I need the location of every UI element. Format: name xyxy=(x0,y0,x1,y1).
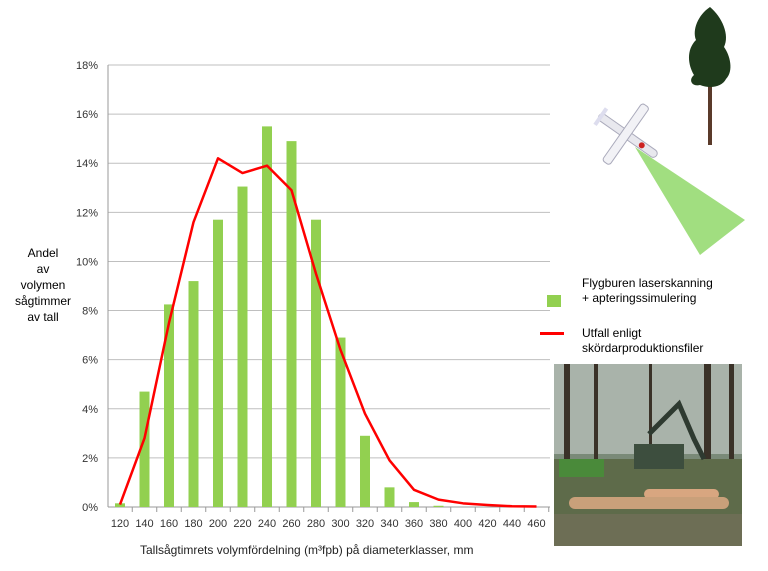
x-tick-label: 360 xyxy=(405,518,423,530)
x-tick-label: 380 xyxy=(429,518,447,530)
bar xyxy=(409,502,419,507)
legend-bar-swatch xyxy=(547,295,561,307)
bar xyxy=(115,503,125,507)
legend-line-swatch xyxy=(540,332,564,335)
harvester-photo xyxy=(554,364,742,546)
x-tick-label: 240 xyxy=(258,518,276,530)
x-tick-label: 200 xyxy=(209,518,227,530)
x-tick-label: 320 xyxy=(356,518,374,530)
bar xyxy=(262,126,272,507)
x-tick-label: 220 xyxy=(233,518,251,530)
y-label-line: sågtimmer xyxy=(14,294,71,308)
bar xyxy=(213,219,223,507)
x-tick-label: 300 xyxy=(331,518,349,530)
legend-line-label: Utfall enligt skördarproduktionsfiler xyxy=(582,326,703,356)
x-tick-label: 120 xyxy=(111,518,129,530)
y-label-line: av tall xyxy=(27,310,59,324)
y-axis-label: Andel av volymen sågtimmer av tall xyxy=(8,245,78,325)
legend-text: skördarproduktionsfiler xyxy=(582,341,704,355)
x-tick-label: 180 xyxy=(184,518,202,530)
x-tick-label: 340 xyxy=(380,518,398,530)
bar xyxy=(188,281,199,507)
x-tick-label: 160 xyxy=(160,518,178,530)
bar xyxy=(311,219,321,507)
bar xyxy=(286,141,297,507)
legend-text: + apteringssimulering xyxy=(582,291,697,305)
legend-bar-label: Flygburen laserskanning + apteringssimul… xyxy=(582,276,713,306)
y-label-line: Andel xyxy=(27,246,59,260)
legend-text: Utfall enligt xyxy=(582,326,642,340)
bar xyxy=(237,186,248,508)
y-tick-label: 4% xyxy=(82,404,98,416)
bar xyxy=(433,505,444,507)
y-label-line: av xyxy=(36,262,50,276)
bar xyxy=(139,391,150,507)
bar xyxy=(335,337,346,507)
bar xyxy=(360,435,370,507)
x-tick-label: 260 xyxy=(282,518,300,530)
y-tick-label: 12% xyxy=(76,207,98,219)
bar xyxy=(384,487,395,507)
y-tick-label: 14% xyxy=(76,158,98,170)
x-tick-label: 280 xyxy=(307,518,325,530)
x-tick-label: 460 xyxy=(527,518,545,530)
y-tick-label: 2% xyxy=(82,453,98,465)
legend-text: Flygburen laserskanning xyxy=(582,276,713,290)
x-axis-label: Tallsågtimrets volymfördelning (m³fpb) p… xyxy=(140,543,474,557)
x-tick-label: 400 xyxy=(454,518,472,530)
y-tick-label: 8% xyxy=(82,306,98,318)
line-series xyxy=(118,157,537,508)
y-tick-label: 10% xyxy=(76,256,98,268)
aircraft-laser-scanner-icon xyxy=(593,103,745,255)
y-tick-label: 6% xyxy=(82,355,98,367)
y-tick-label: 16% xyxy=(76,109,98,121)
y-tick-label: 0% xyxy=(82,502,98,514)
bar xyxy=(164,304,174,507)
y-tick-label: 18% xyxy=(76,60,98,72)
tree-icon xyxy=(689,7,731,145)
x-tick-label: 140 xyxy=(135,518,153,530)
x-tick-label: 440 xyxy=(503,518,521,530)
x-tick-label: 420 xyxy=(478,518,496,530)
y-label-line: volymen xyxy=(20,278,66,292)
